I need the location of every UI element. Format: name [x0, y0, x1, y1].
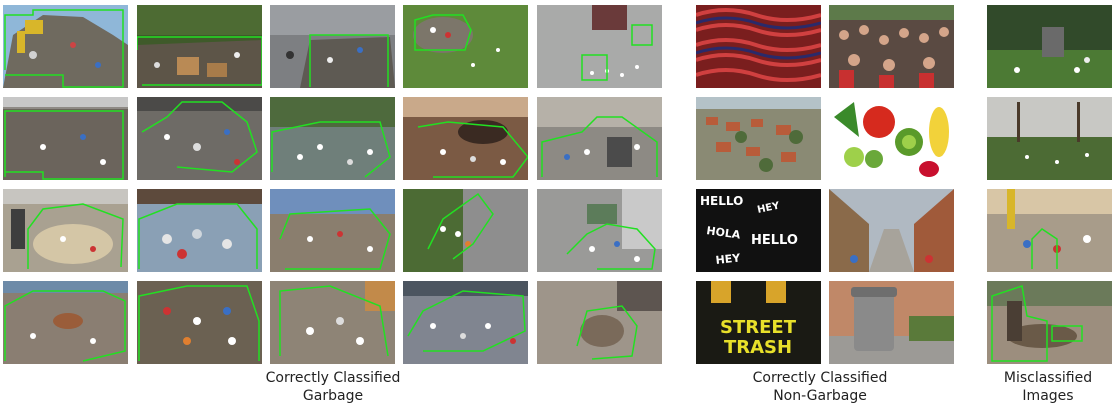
garbage-image-wet-street — [537, 5, 662, 88]
hey-word: HEY — [756, 200, 781, 216]
garbage-image-bags-heap — [270, 281, 395, 364]
garbage-image-alley — [537, 189, 662, 272]
hey-word: HEY — [715, 251, 742, 267]
caption-garbage: Correctly Classified Garbage — [230, 369, 436, 405]
garbage-image-forest-boxes — [137, 5, 262, 88]
garbage-image-landfill-wide — [3, 97, 128, 180]
garbage-image-mixed-litter — [137, 281, 262, 364]
misclassified-image-market-crowd — [987, 189, 1112, 272]
caption-garbage-line2: Garbage — [302, 388, 364, 404]
caption-garbage-line1: Correctly Classified — [265, 370, 401, 386]
hello-word: HELLO — [700, 194, 743, 208]
non-garbage-image-street-trash-poster: STREET TRASH — [696, 281, 821, 364]
trash-word: TRASH — [724, 337, 792, 358]
garbage-image-street-pile — [270, 5, 395, 88]
non-garbage-image-aerial-town — [696, 97, 821, 180]
garbage-image-motorbike-pile — [3, 189, 128, 272]
garbage-image-polluted-water — [270, 97, 395, 180]
misclassified-image-dog-street — [987, 281, 1112, 364]
street-word: STREET — [720, 317, 797, 338]
non-garbage-image-psychedelic-pattern — [696, 5, 821, 88]
garbage-image-cans-pile — [137, 189, 262, 272]
garbage-image-dump-excavator — [3, 5, 128, 88]
non-garbage-image-hello-pattern: HELLO HEY HOLA HELLO HEY — [696, 189, 821, 272]
misclassified-image-park-litter — [987, 97, 1112, 180]
garbage-image-grass-pile — [403, 5, 528, 88]
caption-non-garbage-line1: Correctly Classified — [752, 370, 888, 386]
caption-non-garbage-line2: Non-Garbage — [773, 388, 867, 404]
hola-word: HOLA — [706, 224, 742, 242]
caption-misclassified: Misclassified Images — [980, 369, 1116, 405]
garbage-image-dog-pile — [3, 281, 128, 364]
garbage-image-plastic-heap — [137, 97, 262, 180]
non-garbage-image-crowd — [829, 5, 954, 88]
garbage-image-bins-street — [537, 97, 662, 180]
caption-misclassified-line1: Misclassified — [1003, 370, 1093, 386]
non-garbage-image-market-street — [829, 189, 954, 272]
garbage-image-pavement-bag — [537, 281, 662, 364]
garbage-image-road-litter — [403, 281, 528, 364]
caption-non-garbage: Correctly Classified Non-Garbage — [717, 369, 923, 405]
garbage-image-dump-sky — [270, 189, 395, 272]
non-garbage-image-steel-bin — [829, 281, 954, 364]
hello-word: HELLO — [751, 233, 798, 248]
caption-misclassified-line2: Images — [1022, 388, 1074, 404]
misclassified-image-park-bin — [987, 5, 1112, 88]
garbage-image-cow-grazing — [403, 97, 528, 180]
non-garbage-image-fruit-veg — [829, 97, 954, 180]
garbage-image-grass-litter — [403, 189, 528, 272]
